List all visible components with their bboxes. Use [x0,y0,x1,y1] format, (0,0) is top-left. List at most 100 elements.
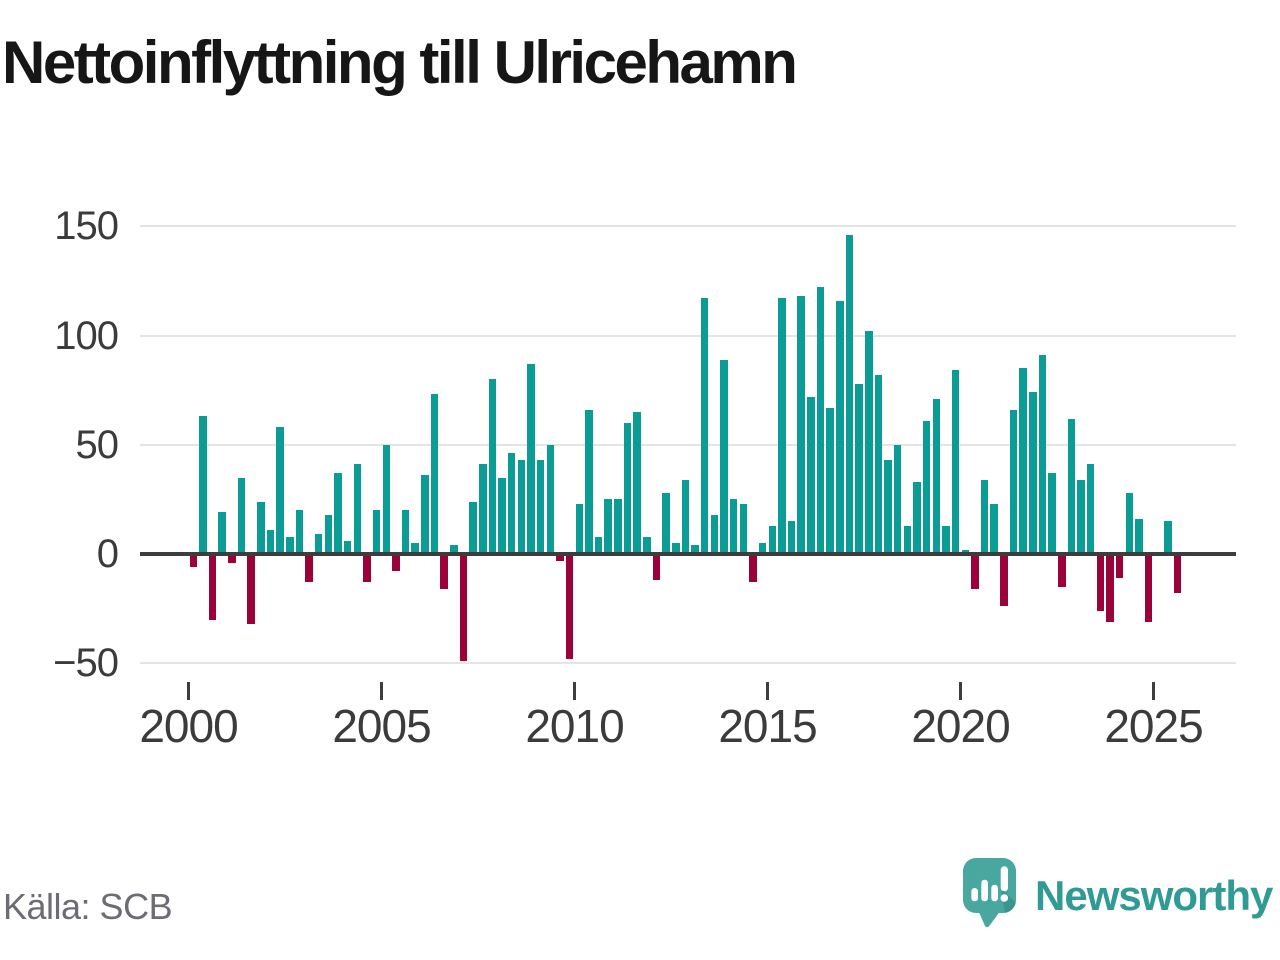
bar-2022-q2 [1048,473,1056,554]
x-axis-label-2015: 2015 [718,700,817,752]
bar-2018-q2 [893,444,902,554]
bar-2021-q1 [1000,554,1008,607]
bar-2000-q4 [218,512,226,554]
bar-2002-q3 [286,536,294,554]
bar-2014-q1 [729,499,738,554]
bar-2012-q1 [652,554,661,581]
bar-2018-q3 [903,525,912,554]
bar-2017-q3 [865,331,873,554]
bar-2025-q2 [1164,521,1172,554]
x-axis-tick-2005 [380,682,383,700]
bar-2020-q4 [990,503,998,554]
bar-2015-q3 [787,521,796,554]
bar-2014-q4 [758,543,767,554]
bar-2002-q2 [276,427,284,554]
bar-2023-q2 [1086,464,1095,554]
bar-2011-q2 [623,422,632,554]
bar-2009-q1 [536,460,545,554]
bar-2004-q3 [363,554,371,583]
bar-2021-q4 [1029,392,1037,554]
bar-2016-q2 [816,287,825,554]
bar-2022-q1 [1038,355,1047,554]
bar-2013-q1 [691,545,699,554]
bar-2006-q3 [440,554,448,589]
bar-2012-q2 [662,492,670,554]
bar-2019-q1 [922,420,931,554]
bar-2008-q3 [517,460,526,554]
bar-2019-q2 [932,398,941,554]
bar-2022-q3 [1058,554,1066,587]
gridline--50 [140,662,1236,665]
bar-2005-q2 [392,554,400,572]
bar-2003-q1 [305,554,313,583]
bar-2024-q2 [1125,492,1134,554]
bar-2006-q1 [421,475,429,554]
bar-2010-q1 [575,503,583,554]
bar-2009-q4 [565,554,574,659]
x-axis-tick-2010 [573,682,576,700]
gridline-100 [140,334,1236,337]
bar-2010-q3 [594,536,603,554]
x-axis-label-2000: 2000 [139,700,238,752]
bar-2003-q3 [324,514,333,554]
bar-2017-q1 [845,234,854,554]
zero-axis-line [140,552,1236,556]
bar-2009-q2 [546,444,555,554]
bar-2008-q4 [527,363,535,554]
newsworthy-wordmark: Newsworthy [1035,872,1273,919]
bar-2016-q1 [807,396,815,554]
bar-2021-q2 [1009,409,1018,554]
bar-2014-q3 [749,554,757,583]
x-axis-tick-2015 [766,682,769,700]
bar-2011-q1 [614,499,622,554]
bar-2015-q1 [768,525,776,554]
bar-2020-q2 [971,554,979,589]
bar-2011-q3 [633,411,641,554]
x-axis-label-2025: 2025 [1104,700,1203,752]
x-axis-tick-2020 [959,682,962,700]
bar-2022-q4 [1067,418,1076,554]
bar-2002-q4 [295,510,304,554]
y-axis-label-0: 0 [96,532,119,576]
y-axis-label-50: 50 [75,422,120,467]
newsworthy-badge-icon [963,858,1016,928]
bar-2005-q4 [411,543,419,554]
bar-2015-q4 [797,296,805,554]
bar-2012-q3 [672,543,680,554]
gridline-50 [140,443,1236,446]
y-axis-label-100: 100 [54,313,119,358]
x-axis-label-2020: 2020 [911,700,1010,752]
bar-2023-q3 [1096,554,1105,611]
bar-2013-q2 [700,298,709,554]
gridline-150 [140,225,1236,228]
bar-2014-q2 [739,503,748,554]
bar-2011-q4 [643,536,651,554]
y-axis-label-150: 150 [54,204,119,249]
bar-2016-q3 [826,407,834,554]
bar-2003-q2 [314,534,323,554]
bar-2020-q1 [961,549,969,554]
bar-2007-q3 [479,464,487,554]
bar-2004-q4 [372,510,381,554]
bar-2001-q1 [228,554,236,563]
bar-2008-q2 [507,453,516,554]
bar-2003-q4 [334,473,342,554]
bar-2006-q2 [430,394,439,554]
bar-2020-q3 [980,479,989,554]
bar-2015-q2 [778,298,786,554]
bar-2025-q3 [1173,554,1182,594]
bar-2001-q2 [237,477,246,554]
bar-2007-q4 [488,379,497,554]
bar-2005-q1 [382,444,390,554]
bar-2017-q2 [855,383,863,554]
bar-2018-q1 [884,460,892,554]
bar-2021-q3 [1019,368,1027,554]
x-axis-label-2010: 2010 [525,700,624,752]
bar-2007-q1 [459,554,468,662]
bar-2013-q4 [720,359,728,554]
bar-2008-q1 [498,477,506,554]
bar-2010-q4 [604,499,612,554]
bar-2004-q2 [353,464,362,554]
